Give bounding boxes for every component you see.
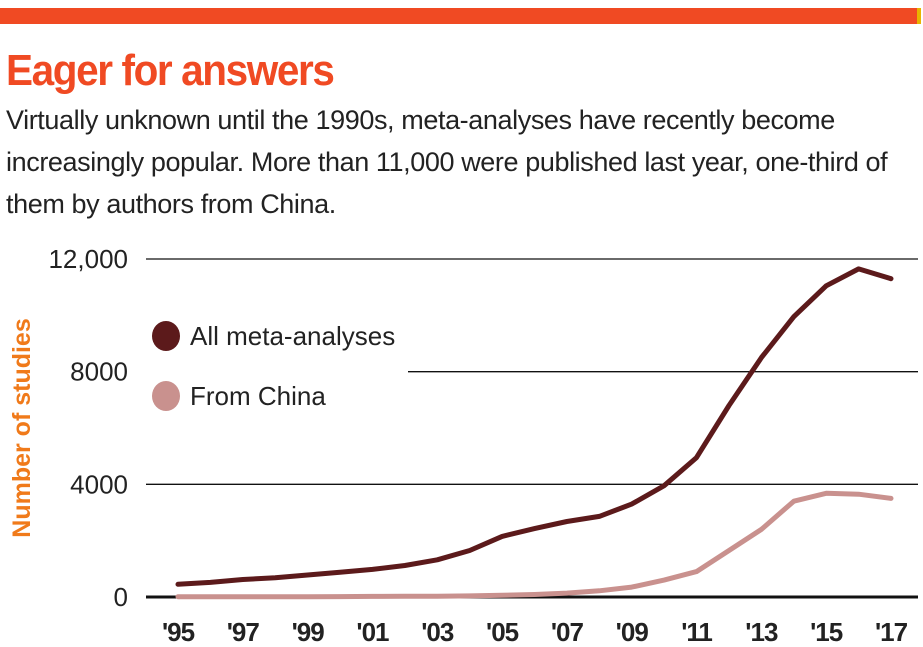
y-axis-title: Number of studies — [8, 318, 36, 537]
x-tick-label: '09 — [616, 617, 649, 647]
x-axis-ticks: '95 '97 '99 '01 '03 '05 '07 '09 '11 '13 '15 '17 — [162, 617, 909, 647]
legend-swatch — [152, 321, 180, 351]
x-tick-label: '15 — [810, 617, 843, 647]
legend-swatch — [152, 381, 180, 411]
x-tick-label: '07 — [551, 617, 584, 647]
chart-subtitle: Virtually unknown until the 1990s, meta-… — [6, 105, 888, 219]
series-line-all-meta-analyses — [175, 266, 894, 587]
legend-label: All meta-analyses — [190, 321, 395, 351]
legend: All meta-analyses From China — [152, 321, 395, 411]
y-tick-label: 4000 — [70, 469, 128, 499]
series-lines — [175, 266, 894, 600]
top-accent-bar — [0, 8, 917, 24]
x-tick-label: '17 — [875, 617, 908, 647]
x-tick-label: '03 — [421, 617, 454, 647]
y-tick-label: 8000 — [70, 357, 128, 387]
x-tick-label: '13 — [745, 617, 778, 647]
x-tick-label: '95 — [162, 617, 195, 647]
x-tick-label: '99 — [292, 617, 325, 647]
x-tick-label: '11 — [681, 617, 712, 647]
y-tick-label: 12,000 — [48, 244, 128, 274]
y-tick-label: 0 — [114, 582, 128, 612]
x-tick-label: '01 — [356, 617, 389, 647]
chart-title: Eager for answers — [6, 46, 335, 95]
x-tick-label: '97 — [227, 617, 260, 647]
top-accent-bar-tip — [917, 8, 921, 24]
legend-label: From China — [190, 381, 326, 411]
legend-backdrop — [140, 300, 408, 428]
x-tick-label: '05 — [486, 617, 519, 647]
y-axis-ticks: 0 4000 8000 12,000 — [48, 244, 128, 612]
series-line-from-china — [175, 490, 894, 600]
